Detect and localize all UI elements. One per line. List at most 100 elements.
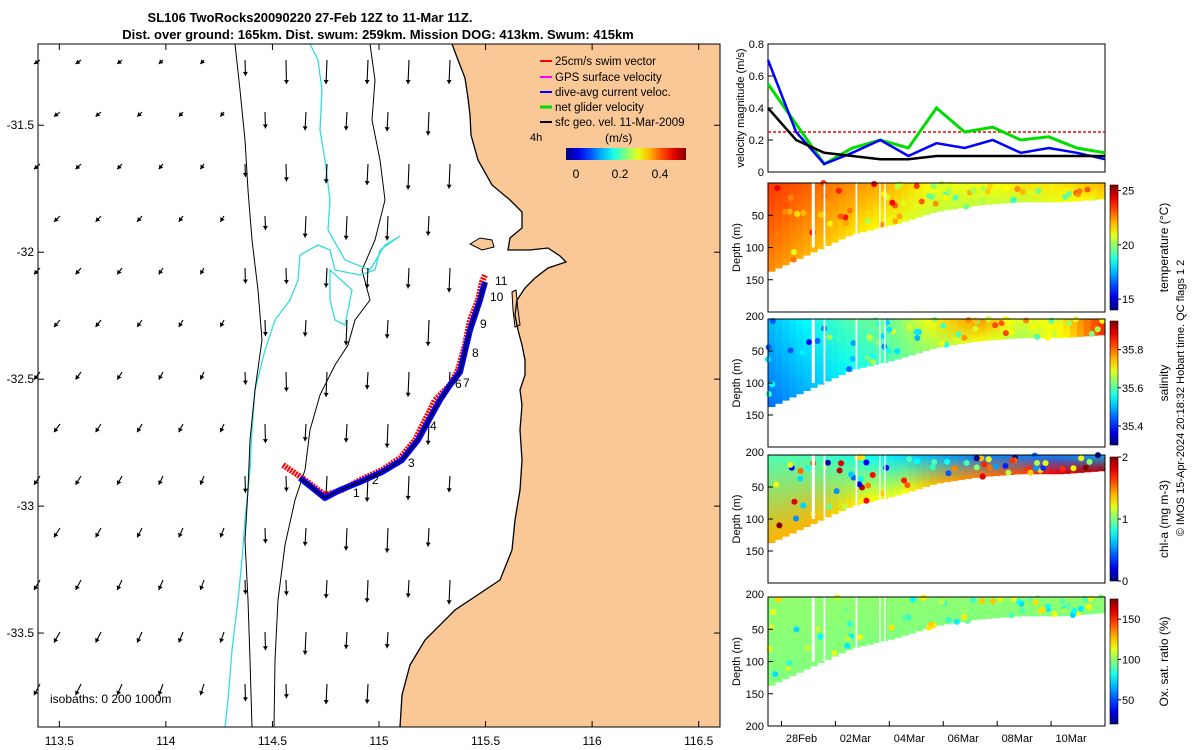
section-column [1069,597,1078,616]
section-sample [794,211,801,218]
current-vector-head [34,480,39,485]
section-sample [888,624,895,631]
track-label-2: 2 [372,473,379,487]
current-vector-head [405,392,411,397]
section-sample [846,207,853,214]
velocity-y-tick-label: 0.2 [749,135,764,147]
current-vector-head [54,532,59,538]
current-vector [448,59,451,85]
current-vector-head [199,585,205,590]
section-column [978,183,987,206]
current-vector-head [220,217,225,222]
section-sample [826,220,833,227]
data-gap [879,455,881,519]
section-sample [953,618,960,625]
section-sample [846,620,853,627]
current-vector-head [199,480,205,485]
section-sample [863,459,870,466]
section-y-tick-label: 200 [746,311,764,323]
current-vector-head [34,374,39,380]
section-sample [1084,186,1091,193]
section-column [817,455,825,521]
section-sample [1087,595,1094,602]
section-column [1013,319,1022,339]
current-vector-head [262,124,268,129]
section-sample [952,194,959,201]
section-ylabel: Depth (m) [731,359,743,408]
current-vector-head [117,164,122,170]
current-vector-head [34,164,39,170]
track-label-3: 3 [408,456,415,470]
section-sample [864,217,871,224]
section-column [1013,597,1022,617]
colorbar-tick-label: 35.8 [1122,345,1143,357]
current-vector-head [323,179,329,184]
section-column [922,455,930,487]
section-sample [945,616,952,623]
section-column [985,319,994,341]
section-sample [894,183,901,190]
section-column [908,319,916,356]
section-sample [817,211,824,218]
section-sample [913,329,920,336]
current-vector-head [33,585,39,590]
section-column [950,597,959,624]
current-vector-head [323,392,329,397]
section-sample [786,208,793,215]
section-sample [787,347,794,354]
section-sample [1002,462,1009,469]
current-vector-head [117,59,122,64]
section-column [845,455,853,508]
current-vector-head [425,341,431,346]
colorbar-tick-label: 20 [1122,240,1134,252]
section-sample [944,458,951,465]
section-column [936,319,945,348]
map-y-tick-label: -32 [17,245,35,259]
current-vector-head [95,637,100,643]
section-sample [1033,465,1040,472]
section-sample [1002,330,1009,337]
section-sample [814,338,821,345]
section-sample [788,194,795,201]
section-sample [1008,328,1015,335]
map-x-tick-label: 113.5 [45,734,74,748]
section-column [1048,455,1057,475]
section-column [1076,455,1085,473]
current-vector [448,163,451,189]
section-sample [1049,182,1056,189]
section-sample [918,198,925,205]
data-gap [879,597,881,662]
section-sample [815,626,822,633]
section-sample [806,339,813,346]
section-column [866,319,874,367]
section-sample [914,335,921,342]
section-column [1020,597,1029,617]
section-sample [1019,607,1026,614]
section-column [831,183,839,243]
section-sample [1027,469,1034,476]
section-column [831,455,839,515]
section-column [936,183,945,212]
section-sample [960,607,967,614]
current-vector-head [75,585,80,590]
section-sample [773,481,780,488]
section-column [824,183,832,246]
data-gap [855,597,858,662]
time-scale-label: 4h [530,132,542,144]
section-sample [846,365,853,372]
current-vector-head [302,437,308,442]
section-colorbar [1109,184,1119,311]
section-sample [928,621,935,628]
section-column [803,597,811,670]
section-column [964,183,973,208]
map-x-tick-label: 116.5 [684,734,713,748]
section-column [971,597,980,621]
section-sample [906,324,913,331]
current-vector-head [364,180,370,185]
section-sample [863,497,870,504]
section-column [866,597,874,645]
current-vector-head [137,217,142,222]
section-column [859,183,867,233]
